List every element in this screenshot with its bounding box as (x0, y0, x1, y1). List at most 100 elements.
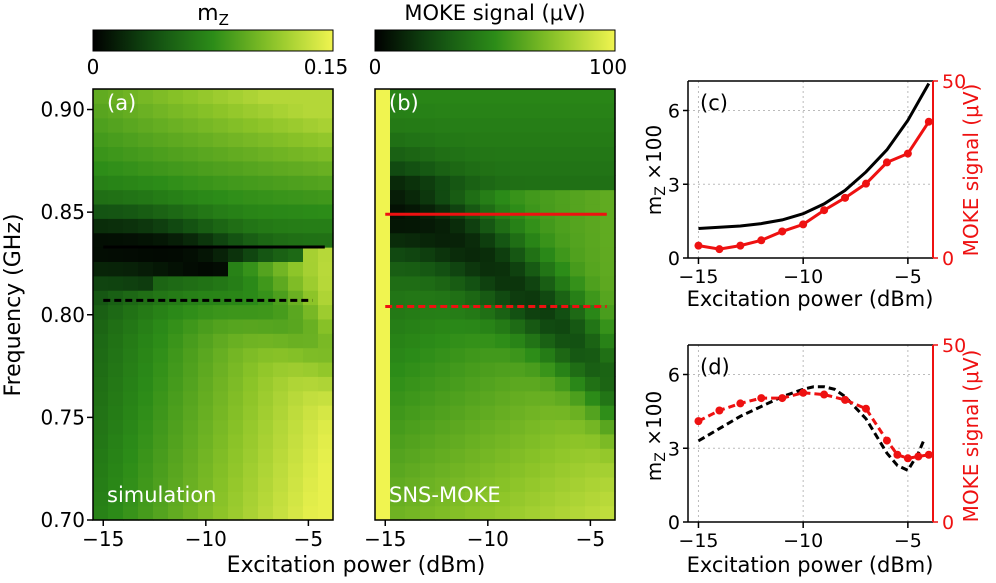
heatmap-cell (303, 333, 319, 349)
heatmap-cell (555, 433, 571, 449)
heatmap-cell (198, 189, 214, 205)
heatmap-cell (198, 419, 214, 435)
heatmap-cell (228, 419, 244, 435)
heatmap-cell (435, 103, 451, 119)
y2-tick-label: 50 (942, 71, 966, 93)
heatmap-cell (495, 290, 511, 306)
heatmap-cell (525, 376, 541, 392)
line-d-series (694, 385, 933, 473)
heatmap-cell (450, 390, 466, 406)
heatmap-cell (480, 103, 496, 119)
heatmap-cell (123, 476, 139, 492)
heatmap-cell (288, 448, 304, 464)
heatmap-cell (465, 333, 481, 349)
heatmap-cell (258, 390, 274, 406)
heatmap-cell (228, 433, 244, 449)
heatmap-cell (405, 261, 421, 277)
heatmap-cell (585, 89, 601, 104)
heatmap-cell (570, 318, 586, 334)
heatmap-cell (375, 189, 391, 205)
heatmap-cell (123, 448, 139, 464)
heatmap-cell (303, 419, 319, 435)
heatmap-cell (555, 376, 571, 392)
heatmap-cell (465, 405, 481, 421)
heatmap-cell (183, 232, 199, 248)
heatmap-cell (318, 247, 334, 262)
x-tick-label: −5 (294, 527, 323, 551)
heatmap-cell (435, 232, 451, 248)
heatmap-cell (258, 448, 274, 464)
heatmap-cell (465, 347, 481, 363)
heatmap-cell (510, 203, 526, 219)
heatmap-cell (420, 491, 436, 507)
heatmap-cell (405, 505, 421, 521)
heatmap-cell (318, 476, 334, 492)
heatmap-cell (138, 146, 154, 162)
heatmap-cell (570, 89, 586, 104)
heatmap-cell (375, 89, 391, 104)
heatmap-cell (405, 160, 421, 176)
heatmap-cell (93, 146, 109, 162)
heatmap-cell (288, 203, 304, 219)
heatmap-cell (540, 333, 556, 349)
heatmap-cell (450, 462, 466, 478)
heatmap-cell (600, 146, 616, 162)
heatmap-cell (288, 505, 304, 521)
heatmap-cell (435, 89, 451, 104)
heatmap-cell (138, 491, 154, 507)
heatmap-cell (123, 232, 139, 248)
heatmap-cell (168, 203, 184, 219)
heatmap-cell (258, 275, 274, 291)
heatmap-cell (555, 419, 571, 435)
heatmap-cell (585, 275, 601, 291)
heatmap-cell (570, 261, 586, 277)
heatmap-cell (405, 290, 421, 306)
panel-c-y-axis-label: mZ ×100 (642, 125, 669, 215)
heatmap-cell (243, 132, 259, 148)
heatmap-cell (510, 405, 526, 421)
heatmap-cell (258, 462, 274, 478)
series-point (882, 158, 891, 167)
heatmap-cell (435, 318, 451, 334)
heatmap-cell (450, 318, 466, 334)
heatmap-cell (405, 448, 421, 464)
heatmap-cell (183, 361, 199, 377)
heatmap-cell (168, 247, 184, 262)
heatmap-cell (405, 333, 421, 349)
heatmap-cell (510, 232, 526, 248)
heatmap-cell (465, 419, 481, 435)
heatmap-cell (585, 462, 601, 478)
heatmap-cell (288, 175, 304, 191)
heatmap-cell (570, 333, 586, 349)
heatmap-cell (168, 103, 184, 119)
heatmap-cell (213, 318, 229, 334)
heatmap-cell (153, 491, 169, 507)
heatmap-cell (243, 347, 259, 363)
heatmap-cell (465, 247, 481, 262)
heatmap-cell (258, 89, 274, 104)
heatmap-cell (540, 203, 556, 219)
heatmap-cell (153, 89, 169, 104)
x-tick-label: −15 (678, 266, 718, 288)
x-tick-label: −5 (894, 266, 922, 288)
heatmap-cell (168, 491, 184, 507)
heatmap-cell (198, 361, 214, 377)
heatmap-cell (273, 376, 289, 392)
heatmap-cell (390, 189, 406, 205)
heatmap-cell (288, 103, 304, 119)
heatmap-cell (93, 347, 109, 363)
heatmap-cell (228, 491, 244, 507)
heatmap-cell (600, 491, 616, 507)
heatmap-cell (303, 318, 319, 334)
heatmap-cell (420, 232, 436, 248)
heatmap-cell (318, 505, 334, 521)
heatmap-cell (138, 433, 154, 449)
heatmap-cell (108, 117, 124, 133)
heatmap-cell (228, 218, 244, 234)
heatmap-cell (570, 232, 586, 248)
x-tick-label: −15 (364, 527, 406, 551)
heatmap-cell (168, 376, 184, 392)
heatmap-cell (480, 390, 496, 406)
heatmap-cell (420, 433, 436, 449)
heatmap-cell (243, 405, 259, 421)
